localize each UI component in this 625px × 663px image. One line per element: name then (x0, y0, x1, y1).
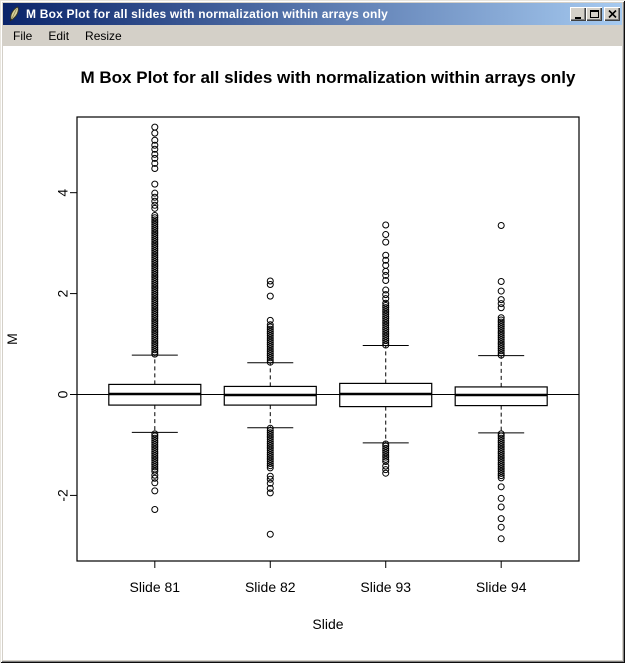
outliers (151, 123, 159, 514)
quill-pen-icon (6, 6, 22, 22)
titlebar[interactable]: M Box Plot for all slides with normaliza… (3, 3, 622, 25)
svg-text:M: M (4, 333, 20, 345)
outliers (266, 277, 274, 538)
svg-text:0: 0 (55, 390, 71, 398)
menu-edit[interactable]: Edit (48, 28, 70, 43)
minimize-icon (575, 16, 581, 19)
svg-text:M Box Plot for all slides with: M Box Plot for all slides with normaliza… (81, 68, 577, 87)
svg-text:Slide 94: Slide 94 (476, 579, 527, 595)
svg-text:Slide: Slide (312, 616, 343, 632)
menubar: File Edit Resize (3, 25, 622, 46)
svg-text:4: 4 (55, 189, 71, 197)
x-axis-label: Slide (312, 616, 343, 632)
window-controls (570, 7, 620, 21)
menu-file[interactable]: File (13, 28, 33, 43)
svg-text:Slide 82: Slide 82 (245, 579, 296, 595)
plot-frame (76, 116, 580, 562)
boxplot-slide-93 (339, 221, 433, 477)
y-axis: -2 0 2 4 (55, 189, 77, 502)
svg-text:Slide 93: Slide 93 (360, 579, 411, 595)
maximize-icon (589, 10, 599, 18)
boxplot-slide-82 (223, 277, 317, 538)
boxplot-canvas: M Box Plot for all slides with normaliza… (4, 68, 580, 632)
maximize-button[interactable] (586, 7, 602, 21)
window-title: M Box Plot for all slides with normaliza… (26, 7, 388, 21)
x-axis: Slide 81 Slide 82 Slide 93 Slide 94 (130, 561, 527, 595)
svg-text:2: 2 (55, 289, 71, 297)
outliers (497, 221, 505, 543)
boxplot-slide-94 (454, 221, 548, 543)
plot-title: M Box Plot for all slides with normaliza… (81, 68, 577, 87)
svg-text:-2: -2 (55, 489, 71, 502)
boxplot-slide-81 (108, 123, 202, 514)
plot-client-area: M Box Plot for all slides with normaliza… (3, 46, 622, 660)
svg-text:Slide 81: Slide 81 (130, 579, 181, 595)
outliers (382, 221, 390, 477)
minimize-button[interactable] (570, 7, 586, 21)
close-button[interactable] (604, 7, 620, 21)
y-axis-label: M (4, 333, 20, 345)
close-icon (607, 10, 617, 18)
menu-resize[interactable]: Resize (85, 28, 122, 43)
